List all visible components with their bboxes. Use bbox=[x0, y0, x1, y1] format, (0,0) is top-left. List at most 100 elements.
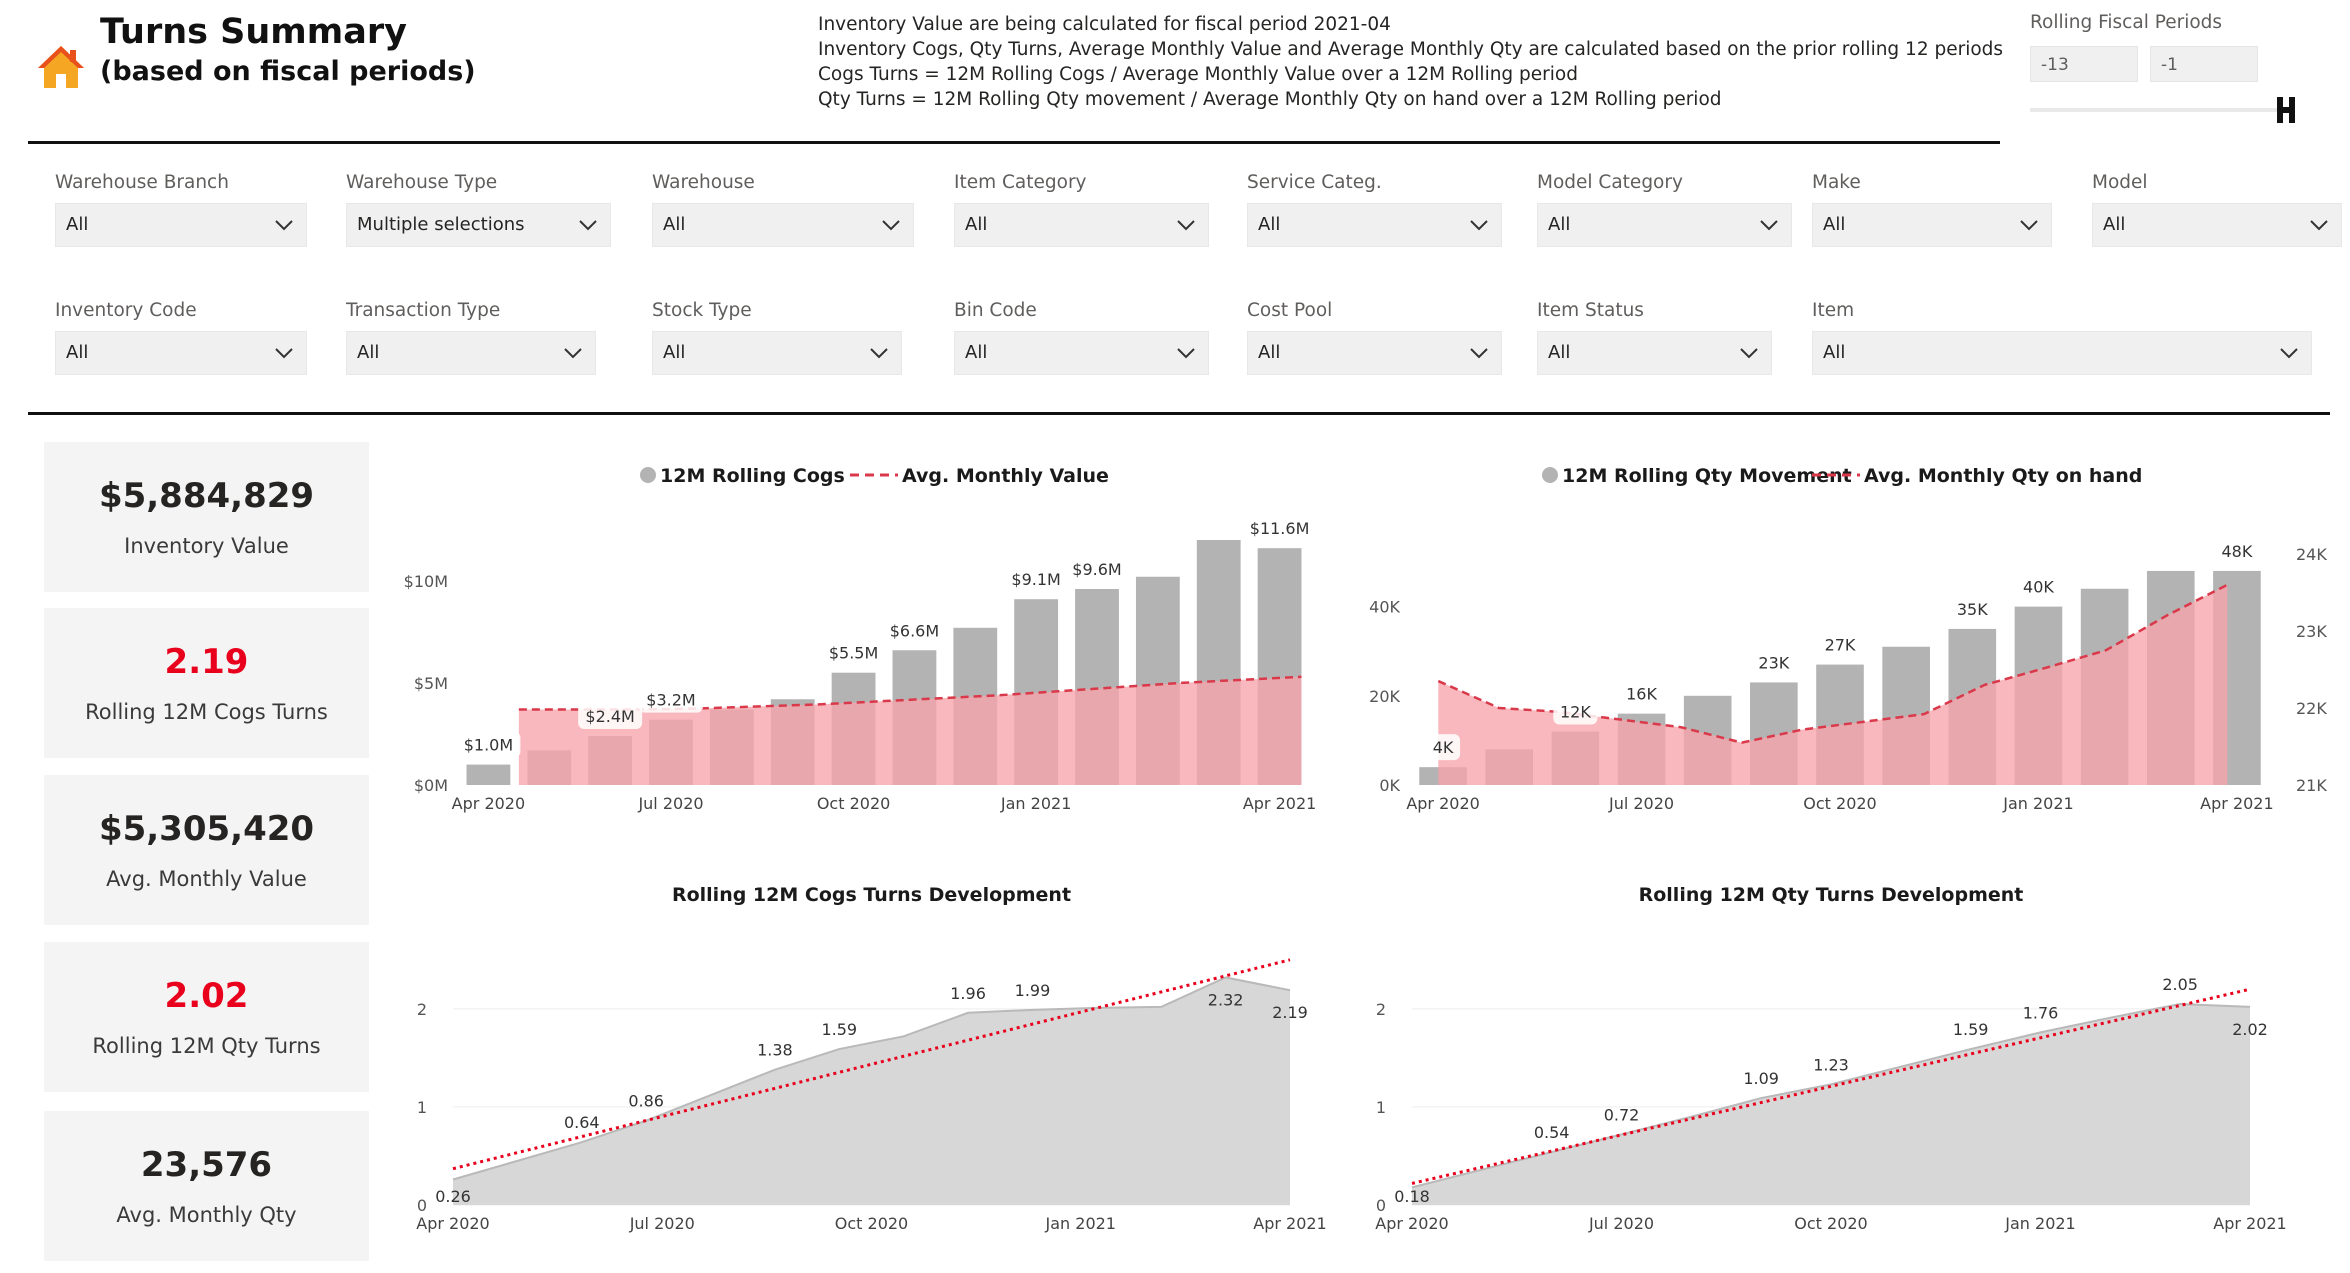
warehouse-branch-dropdown[interactable]: All bbox=[55, 203, 307, 247]
warehouse-dropdown[interactable]: All bbox=[652, 203, 914, 247]
rolling-from-input[interactable]: -13 bbox=[2030, 46, 2138, 82]
model-category-dropdown[interactable]: All bbox=[1537, 203, 1792, 247]
turns-data-label: 1.76 bbox=[2023, 1003, 2059, 1022]
bar-data-label: $2.4M bbox=[585, 707, 634, 726]
cogs-value-chart: 12M Rolling Cogs Avg. Monthly Value $0M $5M… bbox=[370, 450, 1330, 830]
slicer-make: Make All bbox=[1812, 172, 2052, 247]
rolling-to-input[interactable]: -1 bbox=[2150, 46, 2258, 82]
bar-data-label: $9.6M bbox=[1072, 560, 1121, 579]
kpi-value: 2.19 bbox=[164, 642, 249, 682]
bar-data-label: 23K bbox=[1758, 653, 1789, 672]
slicer-transaction-type: Transaction Type All bbox=[346, 300, 596, 375]
data-label-bg bbox=[1553, 698, 1598, 725]
slicer-bin-code: Bin Code All bbox=[954, 300, 1209, 375]
item-category-dropdown[interactable]: All bbox=[954, 203, 1209, 247]
x-tick-label: Apr 2020 bbox=[452, 794, 525, 813]
slicer-warehouse-branch: Warehouse Branch All bbox=[55, 172, 307, 247]
dropdown-value: All bbox=[1823, 214, 1846, 235]
kpi-value: $5,305,420 bbox=[98, 809, 315, 849]
bar-data-label: 40K bbox=[2023, 578, 2054, 597]
y-tick-label: 0K bbox=[1379, 776, 1400, 795]
inventory-code-dropdown[interactable]: All bbox=[55, 331, 307, 375]
warehouse-type-dropdown[interactable]: Multiple selections bbox=[346, 203, 611, 247]
bar-data-label: 16K bbox=[1626, 685, 1657, 704]
data-label-bg bbox=[578, 703, 643, 729]
item-status-dropdown[interactable]: All bbox=[1537, 331, 1772, 375]
model-dropdown[interactable]: All bbox=[2092, 203, 2342, 247]
slicer-label: Item Category bbox=[954, 172, 1087, 193]
bar-data-label: $5.5M bbox=[829, 644, 878, 663]
y2-tick-label: 23K bbox=[2296, 622, 2327, 641]
dropdown-value: All bbox=[1258, 214, 1281, 235]
bar-data-label: $9.1M bbox=[1011, 570, 1060, 589]
cost-pool-dropdown[interactable]: All bbox=[1247, 331, 1502, 375]
bar-data-label: $1.0M bbox=[464, 736, 513, 755]
kpi-label: Rolling 12M Cogs Turns bbox=[85, 700, 328, 724]
stock-type-dropdown[interactable]: All bbox=[652, 331, 902, 375]
slicer-model: Model All bbox=[2092, 172, 2342, 247]
kpi-card-inventory-value: $5,884,829 Inventory Value bbox=[44, 442, 369, 592]
rolling-periods-slider[interactable] bbox=[2030, 108, 2280, 112]
slicer-model-category: Model Category All bbox=[1537, 172, 1792, 247]
item-dropdown[interactable]: All bbox=[1812, 331, 2312, 375]
x-tick-label: Apr 2021 bbox=[2200, 794, 2273, 813]
dropdown-value: All bbox=[965, 214, 988, 235]
slicer-warehouse-type: Warehouse Type Multiple selections bbox=[346, 172, 611, 247]
turns-data-label: 0.54 bbox=[1534, 1123, 1570, 1142]
x-tick-label: Apr 2021 bbox=[2213, 1214, 2286, 1233]
chevron-down-icon bbox=[882, 220, 900, 231]
service-categ-dropdown[interactable]: All bbox=[1247, 203, 1502, 247]
y-tick-label: 0 bbox=[417, 1196, 427, 1215]
turns-data-label: 0.86 bbox=[628, 1092, 664, 1111]
slicer-inventory-code: Inventory Code All bbox=[55, 300, 307, 375]
slicer-item-category: Item Category All bbox=[954, 172, 1209, 247]
y2-tick-label: 21K bbox=[2296, 776, 2327, 795]
chevron-down-icon bbox=[1177, 348, 1195, 359]
turns-data-label: 1.59 bbox=[1953, 1020, 1989, 1039]
kpi-label: Avg. Monthly Qty bbox=[116, 1203, 297, 1227]
y-tick-label: 0 bbox=[1376, 1196, 1386, 1215]
x-tick-label: Jan 2021 bbox=[1045, 1214, 1116, 1233]
kpi-card-rolling-12m-qty-turns: 2.02 Rolling 12M Qty Turns bbox=[44, 942, 369, 1092]
legend-label-line: Avg. Monthly Qty on hand bbox=[1864, 465, 2142, 487]
slicer-stock-type: Stock Type All bbox=[652, 300, 902, 375]
bin-code-dropdown[interactable]: All bbox=[954, 331, 1209, 375]
x-tick-label: Oct 2020 bbox=[1803, 794, 1876, 813]
slider-handle-icon[interactable] bbox=[2274, 95, 2298, 125]
chevron-down-icon bbox=[2280, 348, 2298, 359]
slicer-label: Bin Code bbox=[954, 300, 1037, 321]
chevron-down-icon bbox=[275, 220, 293, 231]
qty-turns-chart: Rolling 12M Qty Turns Development 0 1 2 0.18… bbox=[1340, 865, 2340, 1250]
transaction-type-dropdown[interactable]: All bbox=[346, 331, 596, 375]
dropdown-value: All bbox=[1823, 342, 1846, 363]
x-tick-label: Apr 2020 bbox=[1406, 794, 1479, 813]
chevron-down-icon bbox=[2310, 220, 2328, 231]
slicer-label: Make bbox=[1812, 172, 1861, 193]
chart-title: Rolling 12M Qty Turns Development bbox=[1639, 884, 2024, 906]
turns-data-label: 0.18 bbox=[1394, 1187, 1430, 1206]
y-tick-label: 2 bbox=[1376, 1000, 1386, 1019]
note-line: Inventory Cogs, Qty Turns, Average Month… bbox=[818, 39, 2004, 60]
calculation-notes: Inventory Value are being calculated for… bbox=[818, 12, 2003, 112]
slicer-label: Model Category bbox=[1537, 172, 1683, 193]
legend-label-bars: 12M Rolling Cogs bbox=[660, 465, 845, 487]
cogs-turns-chart: Rolling 12M Cogs Turns Development 0 1 2 0.2… bbox=[370, 865, 1330, 1250]
dropdown-value: All bbox=[663, 342, 686, 363]
slicer-label: Item bbox=[1812, 300, 1855, 321]
chevron-down-icon bbox=[2020, 220, 2038, 231]
make-dropdown[interactable]: All bbox=[1812, 203, 2052, 247]
note-line: Inventory Value are being calculated for… bbox=[818, 14, 1391, 35]
rolling-periods-label: Rolling Fiscal Periods bbox=[2030, 12, 2223, 33]
slicer-label: Item Status bbox=[1537, 300, 1644, 321]
dropdown-value: All bbox=[663, 214, 686, 235]
turns-line bbox=[452, 976, 1291, 1181]
x-tick-label: Apr 2021 bbox=[1253, 1214, 1326, 1233]
page-subtitle: (based on fiscal periods) bbox=[100, 56, 476, 87]
turns-area bbox=[453, 977, 1290, 1205]
y-tick-label: 1 bbox=[1376, 1098, 1386, 1117]
turns-data-label: 1.96 bbox=[950, 984, 986, 1003]
y-tick-label: $10M bbox=[404, 572, 448, 591]
chevron-down-icon bbox=[1740, 348, 1758, 359]
note-line: Cogs Turns = 12M Rolling Cogs / Average … bbox=[818, 64, 1578, 85]
turns-data-label: 0.64 bbox=[564, 1113, 600, 1132]
